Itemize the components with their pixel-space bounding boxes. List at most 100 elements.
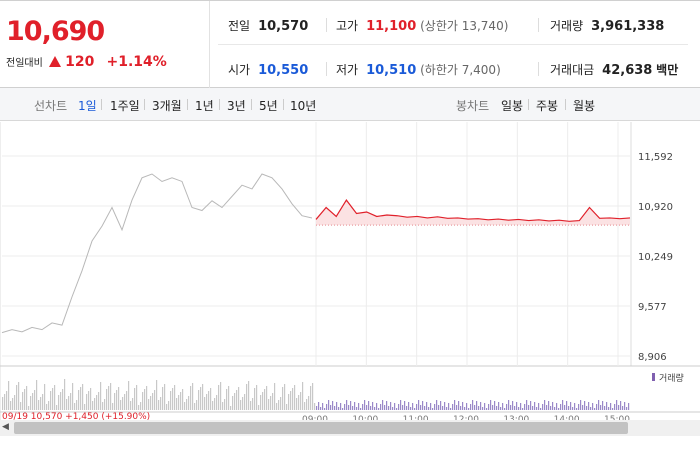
volume-bar bbox=[374, 407, 376, 410]
y-tick-label: 8,906 bbox=[638, 352, 667, 363]
volume-bar bbox=[222, 402, 224, 410]
volume-bar bbox=[150, 396, 152, 410]
volume-bar bbox=[330, 405, 332, 410]
volume-bar bbox=[298, 395, 300, 410]
x-tick-label: 14:00 bbox=[554, 415, 580, 422]
volume-bar bbox=[352, 406, 354, 410]
volume-bar bbox=[404, 401, 406, 410]
scroll-thumb[interactable] bbox=[14, 422, 628, 434]
chart-footer-text: 09/19 10,570 +1,450 (+15.90%) bbox=[2, 412, 150, 422]
volume-bar bbox=[142, 392, 144, 410]
volume-bar bbox=[624, 402, 626, 410]
volume-bar bbox=[26, 386, 28, 410]
tab-1y[interactable]: 1년 bbox=[195, 99, 214, 113]
x-tick-label: 13:00 bbox=[503, 415, 529, 422]
volume-bar bbox=[600, 405, 602, 410]
divider bbox=[538, 18, 539, 32]
volume-bar bbox=[38, 400, 40, 410]
volume-bar bbox=[628, 403, 630, 410]
volume-bar bbox=[124, 394, 126, 410]
volume-bar bbox=[414, 408, 416, 410]
volume-bar bbox=[364, 400, 366, 410]
volume-bar bbox=[440, 401, 442, 410]
high-label: 고가 bbox=[336, 19, 359, 33]
volume-bar bbox=[542, 404, 544, 410]
trade-value-stat: 거래대금 42,638 백만 bbox=[550, 61, 678, 78]
volume-stat: 거래량 3,961,338 bbox=[550, 17, 664, 34]
volume-bar bbox=[206, 394, 208, 410]
low-stat: 저가 10,510 (하한가 7,400) bbox=[336, 61, 501, 78]
volume-bar bbox=[532, 406, 534, 410]
volume-bar bbox=[442, 406, 444, 410]
volume-bar bbox=[56, 405, 58, 410]
volume-bar bbox=[498, 402, 500, 410]
tab-5y[interactable]: 5년 bbox=[259, 99, 278, 113]
volume-bar bbox=[390, 402, 392, 410]
tab-daily-candle[interactable]: 일봉 bbox=[501, 99, 524, 113]
volume-bar bbox=[428, 407, 430, 410]
tab-10y[interactable]: 10년 bbox=[290, 99, 317, 113]
volume-bar bbox=[406, 406, 408, 410]
volume-bar bbox=[78, 390, 80, 410]
volume-bar bbox=[482, 407, 484, 410]
volume-bar bbox=[420, 405, 422, 410]
volume-bar bbox=[188, 396, 190, 410]
low-value: 10,510 bbox=[366, 63, 417, 78]
volume-bar bbox=[236, 390, 238, 410]
volume-bar bbox=[604, 406, 606, 410]
volume-bar bbox=[376, 403, 378, 410]
volume-bar bbox=[66, 399, 68, 410]
volume-bar bbox=[268, 399, 270, 410]
tab-3m[interactable]: 3개월 bbox=[152, 99, 182, 113]
volume-bar bbox=[100, 382, 102, 410]
volume-bar bbox=[164, 384, 166, 410]
volume-label: 거래량 bbox=[550, 19, 584, 33]
volume-bar bbox=[560, 404, 562, 410]
volume-bar bbox=[292, 388, 294, 410]
tab-1w[interactable]: 1주일 bbox=[110, 99, 140, 113]
volume-bar bbox=[472, 400, 474, 410]
volume-bar bbox=[102, 402, 104, 410]
volume-bar bbox=[354, 402, 356, 410]
tab-monthly-candle[interactable]: 월봉 bbox=[573, 99, 596, 113]
tab-1d[interactable]: 1일 bbox=[78, 99, 97, 113]
volume-bar bbox=[296, 398, 298, 410]
volume-bar bbox=[566, 401, 568, 410]
volume-bar bbox=[34, 390, 36, 410]
volume-bar bbox=[602, 401, 604, 410]
volume-bar bbox=[214, 398, 216, 410]
volume-bar bbox=[272, 393, 274, 410]
volume-bar bbox=[410, 407, 412, 410]
low-label: 저가 bbox=[336, 63, 359, 77]
volume-bar bbox=[98, 392, 100, 410]
volume-bar bbox=[88, 391, 90, 410]
volume-bar bbox=[146, 386, 148, 410]
tab-3y[interactable]: 3년 bbox=[227, 99, 246, 113]
divider bbox=[326, 62, 327, 76]
volume-bar bbox=[244, 394, 246, 410]
volume-bar bbox=[614, 404, 616, 410]
divider bbox=[187, 99, 188, 110]
volume-bar bbox=[200, 387, 202, 410]
divider bbox=[538, 62, 539, 76]
volume-bar bbox=[422, 401, 424, 410]
volume-bar bbox=[288, 394, 290, 410]
volume-bar bbox=[304, 402, 306, 410]
volume-bar bbox=[308, 396, 310, 410]
volume-bar bbox=[342, 408, 344, 410]
volume-bar bbox=[68, 396, 70, 410]
volume-bar bbox=[14, 395, 16, 410]
scroll-left-icon[interactable]: ◀ bbox=[2, 422, 9, 432]
tab-weekly-candle[interactable]: 주봉 bbox=[536, 99, 559, 113]
volume-bar bbox=[216, 395, 218, 410]
volume-bar bbox=[484, 403, 486, 410]
volume-bar bbox=[378, 408, 380, 410]
volume-bar bbox=[248, 381, 250, 410]
volume-bar bbox=[28, 406, 30, 410]
volume-bar bbox=[418, 400, 420, 410]
volume-bar bbox=[154, 390, 156, 410]
volume-bar bbox=[370, 406, 372, 410]
chart-scrollbar[interactable]: ◀ bbox=[0, 420, 700, 436]
volume-bar bbox=[436, 400, 438, 410]
price-box: 10,690 전일대비 120 +1.14% bbox=[0, 1, 210, 88]
